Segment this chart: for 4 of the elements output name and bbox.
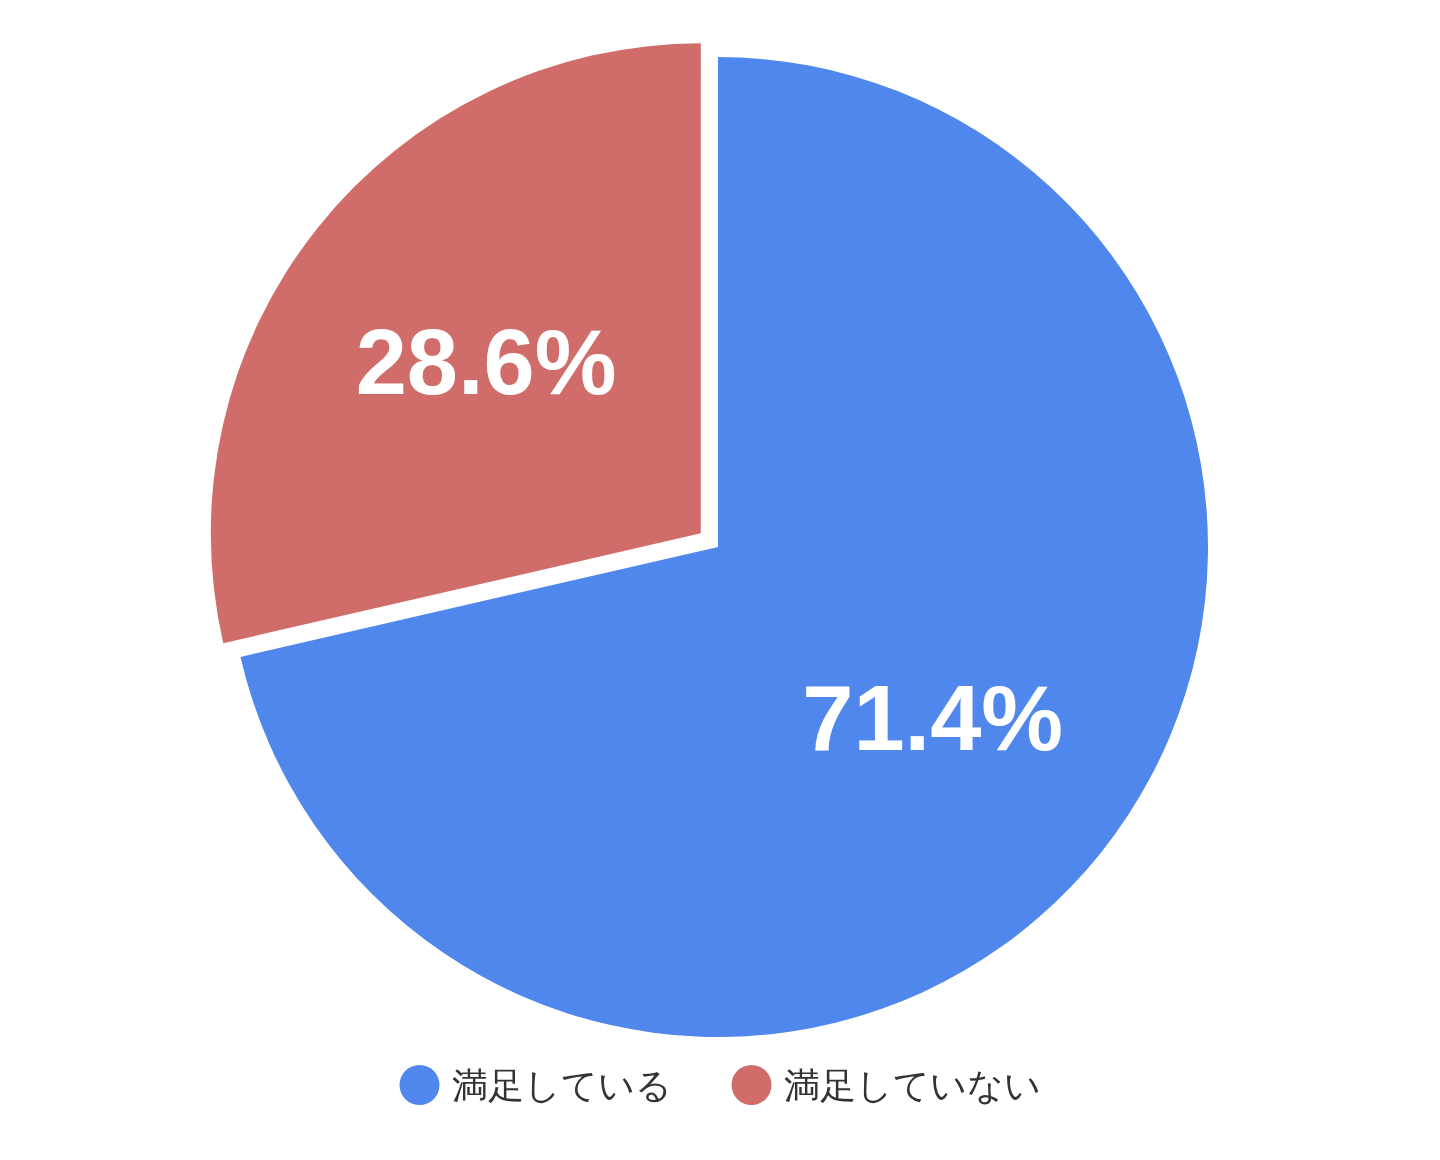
data-label: 28.6% [355,311,617,414]
legend-label: 満足している [451,1064,672,1106]
data-label: 71.4% [802,666,1064,769]
legend-label: 満足していない [783,1064,1041,1106]
